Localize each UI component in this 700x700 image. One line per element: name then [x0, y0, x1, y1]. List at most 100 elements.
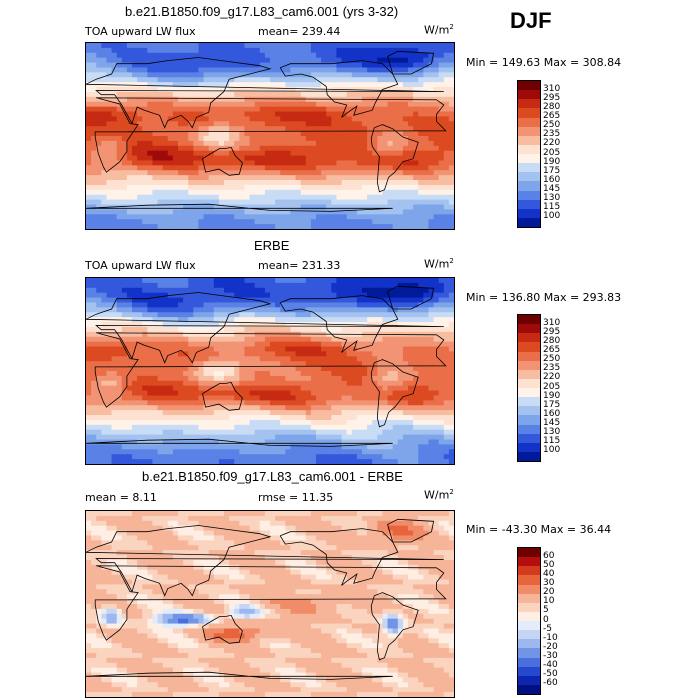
- field-cell: [142, 57, 148, 64]
- field-cell: [443, 400, 450, 406]
- field-cell: [152, 87, 159, 93]
- field-cell: [382, 67, 389, 73]
- field-cell: [198, 336, 205, 343]
- field-cell: [310, 385, 317, 392]
- field-cell: [285, 390, 292, 397]
- field-cell: [249, 390, 256, 397]
- field-cell: [239, 62, 246, 69]
- field-cell: [259, 91, 266, 98]
- field-cell: [290, 278, 297, 284]
- field-cell: [280, 341, 286, 348]
- field-cell: [188, 341, 194, 348]
- field-cell: [91, 390, 97, 397]
- field-cell: [213, 189, 220, 196]
- field-cell: [249, 140, 256, 147]
- field-cell: [157, 351, 164, 357]
- field-cell: [316, 47, 322, 54]
- field-cell: [290, 155, 297, 162]
- field-cell: [351, 77, 358, 83]
- field-cell: [448, 341, 454, 348]
- field-cell: [224, 170, 230, 176]
- field-cell: [321, 184, 327, 191]
- field-cell: [111, 101, 118, 108]
- field-cell: [111, 336, 118, 343]
- field-cell: [372, 150, 378, 157]
- field-cell: [402, 126, 409, 132]
- field-cell: [310, 415, 317, 421]
- field-cell: [167, 126, 174, 132]
- field-cell: [418, 326, 424, 333]
- field-cell: [423, 189, 430, 196]
- field-cell: [336, 77, 343, 83]
- field-cell: [249, 287, 256, 294]
- field-cell: [448, 150, 454, 157]
- field-cell: [316, 282, 322, 289]
- field-cell: [121, 395, 128, 401]
- field-cell: [178, 57, 184, 64]
- field-cell: [275, 87, 281, 93]
- field-cell: [208, 292, 215, 299]
- field-cell: [249, 111, 256, 118]
- field-cell: [249, 366, 256, 372]
- field-cell: [234, 189, 240, 196]
- field-cell: [234, 72, 240, 78]
- field-cell: [152, 302, 159, 308]
- field-cell: [326, 72, 332, 78]
- field-cell: [356, 317, 363, 323]
- colorbar-swatch: [518, 135, 540, 145]
- field-cell: [193, 77, 200, 83]
- field-cell: [162, 111, 169, 118]
- field-cell: [152, 375, 159, 382]
- field-cell: [367, 346, 373, 353]
- field-cell: [111, 287, 118, 294]
- field-cell: [377, 292, 384, 299]
- field-cell: [259, 351, 266, 357]
- field-cell: [300, 366, 307, 372]
- field-cell: [310, 194, 317, 201]
- field-cell: [132, 57, 138, 64]
- field-cell: [433, 199, 440, 206]
- field-cell: [132, 415, 138, 421]
- field-cell: [351, 302, 358, 308]
- field-cell: [428, 204, 435, 211]
- field-cell: [239, 170, 246, 176]
- field-cell: [423, 82, 430, 88]
- field-cell: [285, 380, 292, 387]
- field-cell: [387, 219, 394, 225]
- field-cell: [259, 326, 266, 333]
- colorbar-swatch: [518, 90, 540, 100]
- field-cell: [208, 199, 215, 206]
- field-cell: [224, 111, 230, 118]
- field-cell: [172, 72, 179, 78]
- field-cell: [290, 160, 297, 166]
- field-cell: [397, 175, 404, 181]
- field-cell: [418, 371, 424, 377]
- field-cell: [285, 140, 292, 147]
- field-cell: [300, 140, 307, 147]
- field-cell: [106, 189, 113, 196]
- field-cell: [249, 307, 256, 313]
- field-cell: [387, 194, 394, 201]
- field-cell: [137, 47, 143, 54]
- field-cell: [96, 126, 102, 132]
- field-cell: [203, 96, 210, 103]
- field-cell: [331, 184, 338, 191]
- field-cell: [213, 385, 220, 392]
- field-cell: [126, 224, 133, 229]
- field-cell: [132, 106, 138, 113]
- field-cell: [280, 375, 286, 382]
- field-cell: [126, 194, 133, 201]
- field-cell: [321, 155, 327, 162]
- field-cell: [336, 302, 343, 308]
- field-cell: [193, 170, 200, 176]
- field-cell: [305, 82, 312, 88]
- field-cell: [448, 224, 454, 229]
- field-cell: [254, 366, 261, 372]
- field-cell: [443, 405, 450, 411]
- field-cell: [392, 170, 399, 176]
- field-cell: [208, 72, 215, 78]
- field-cell: [96, 106, 102, 113]
- field-cell: [162, 170, 169, 176]
- field-cell: [270, 170, 276, 176]
- field-cell: [157, 380, 164, 387]
